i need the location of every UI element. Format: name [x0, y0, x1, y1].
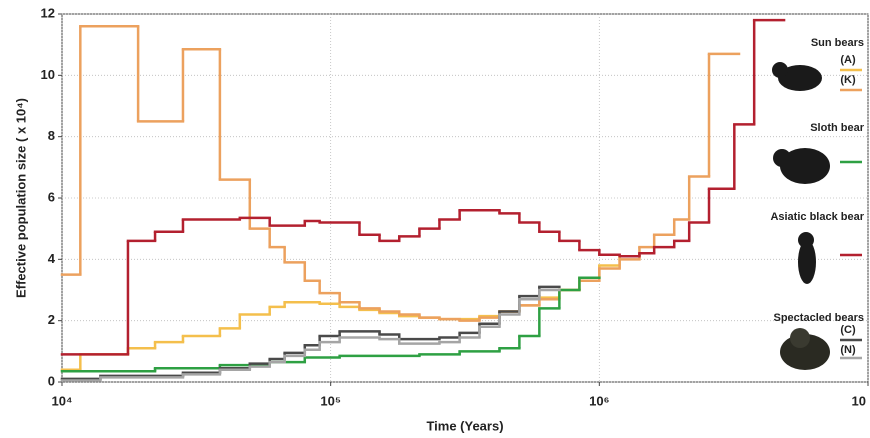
legend-label: Asiatic black bear	[770, 211, 864, 223]
asiatic-bear-picture	[798, 240, 816, 284]
x-tick-label: 10⁵	[320, 393, 341, 408]
legend-label: Sloth bear	[810, 122, 865, 134]
sun-bear-picture	[778, 65, 822, 91]
sun-bear-head	[772, 62, 788, 78]
legend-group-label: Sun bears	[811, 37, 864, 49]
y-tick-label: 6	[48, 189, 55, 204]
y-tick-label: 4	[48, 251, 56, 266]
sloth-bear-head	[773, 149, 791, 167]
sloth-bear-picture	[780, 148, 830, 184]
y-axis-title: Effective population size ( x 10⁴)	[13, 98, 28, 298]
x-tick-label: 10	[852, 393, 866, 408]
legend-label: (C)	[840, 324, 856, 336]
asiatic-bear-head	[798, 232, 814, 248]
legend-group-label: Spectacled bears	[774, 312, 865, 324]
x-tick-label: 10⁶	[589, 393, 609, 408]
y-tick-label: 10	[41, 67, 55, 82]
y-tick-label: 8	[48, 128, 55, 143]
x-tick-label: 10⁴	[52, 393, 73, 408]
bear-pictures	[772, 62, 830, 370]
x-axis-title: Time (Years)	[426, 418, 503, 433]
legend-label: (A)	[840, 54, 856, 66]
legend-label: (N)	[840, 344, 856, 356]
spectacled-bear-head	[790, 328, 810, 348]
legend-label: (K)	[840, 74, 856, 86]
y-tick-label: 2	[48, 312, 55, 327]
y-tick-label: 0	[48, 373, 55, 388]
y-tick-label: 12	[41, 5, 55, 20]
